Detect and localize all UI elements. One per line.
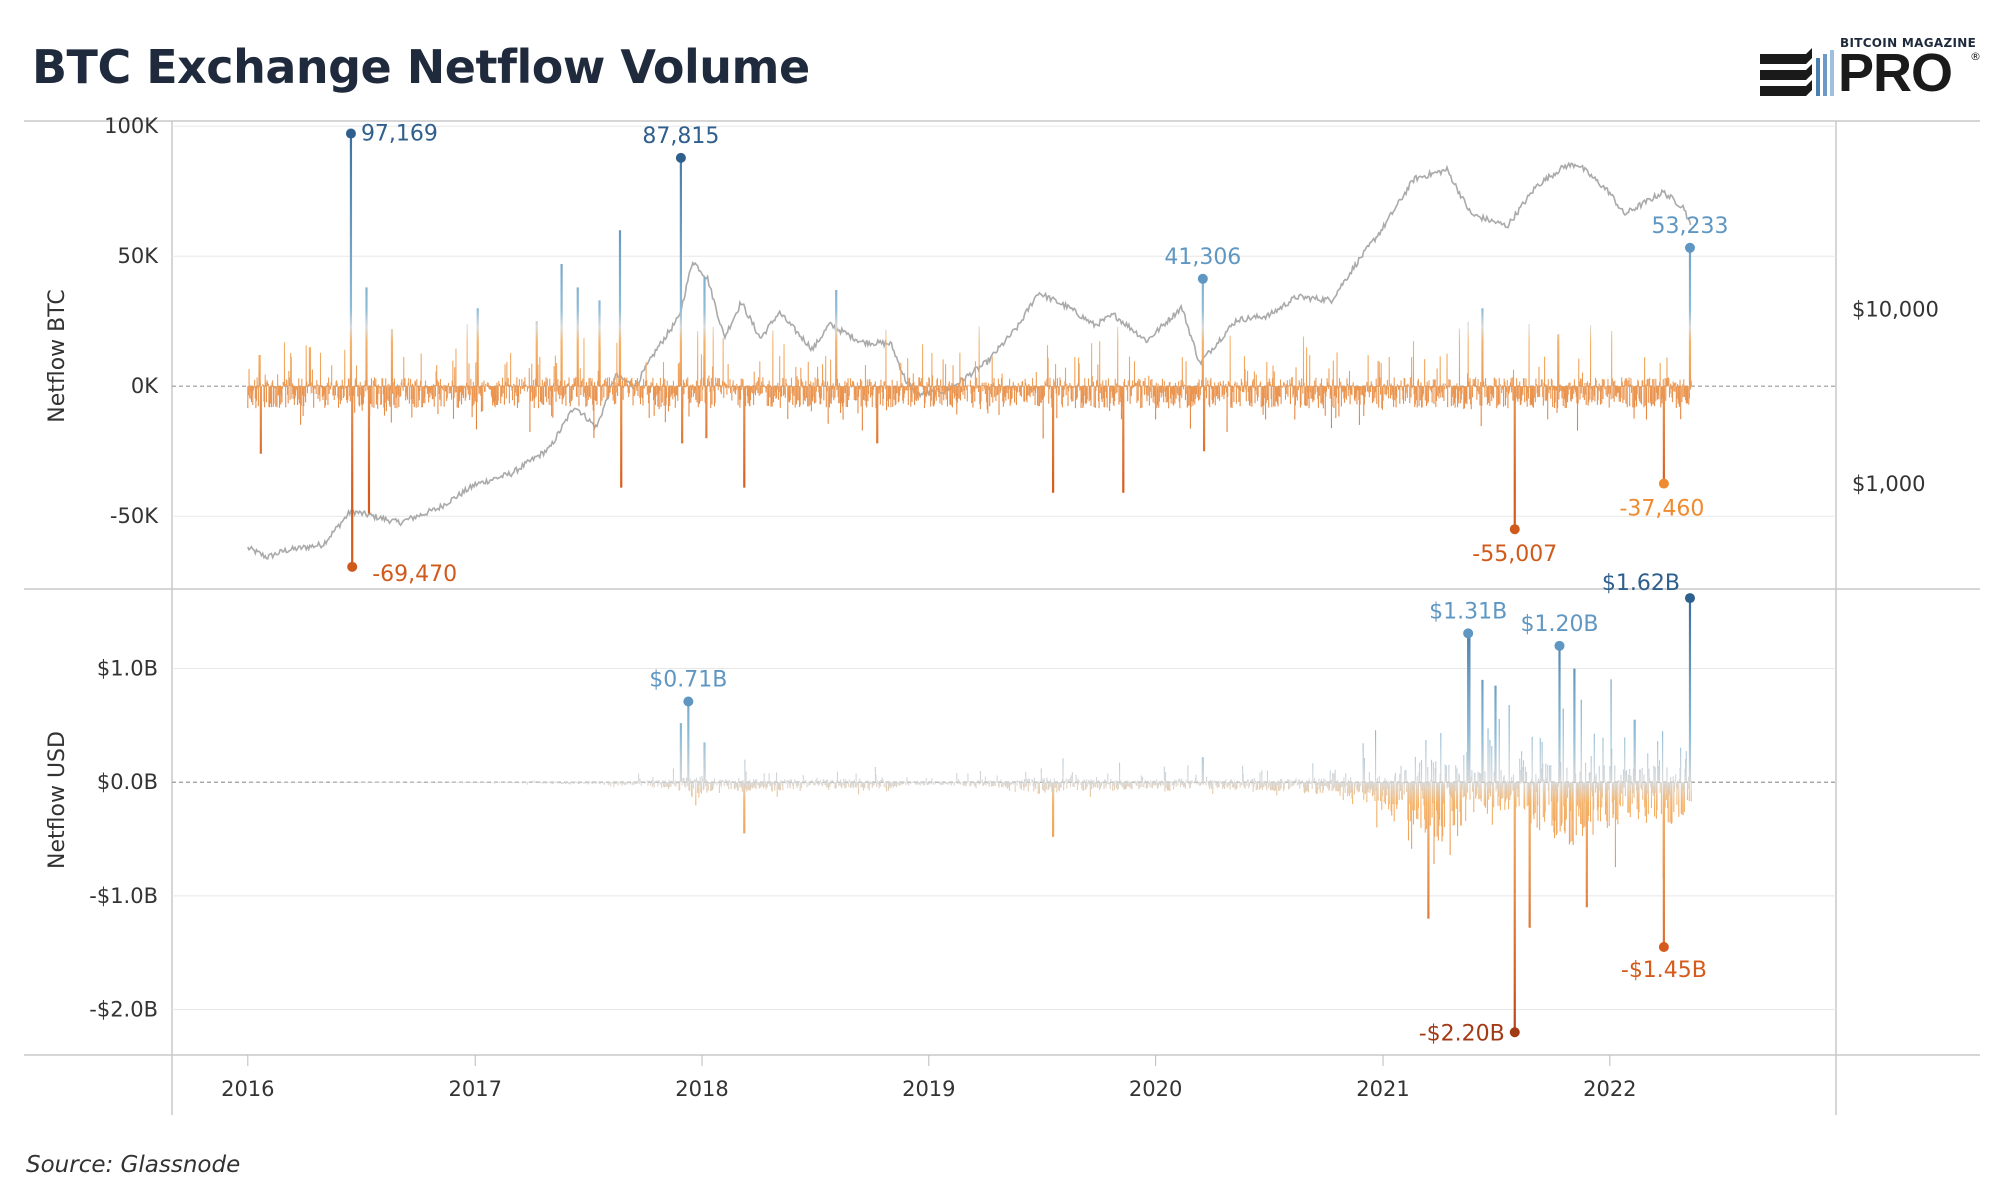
netflow-chart: 97,169 -69,470 87,815 41,306 -55,007 -37,460 5…	[24, 114, 1980, 1115]
brand-logo: BITCOIN MAGAZINE PRO ®	[1760, 36, 1982, 106]
x-tick-label: 2019	[902, 1077, 955, 1101]
btc-annotation-label: -55,007	[1472, 542, 1557, 567]
btc-annotation-label: -37,460	[1619, 497, 1704, 522]
usd-annotation-dot	[1658, 942, 1669, 953]
source-note: Source: Glassnode	[26, 1152, 241, 1178]
x-tick-label: 2021	[1356, 1077, 1409, 1101]
registered-mark: ®	[1970, 50, 1981, 63]
usd-annotation-dot	[1554, 640, 1565, 651]
btc-annotation-dot	[675, 152, 686, 163]
btc-annotation-label: 97,169	[361, 122, 438, 147]
price-axis-tick-label: $10,000	[1852, 297, 1939, 321]
price-axis-tick-label: $1,000	[1852, 472, 1925, 496]
y-axis-title-bottom: Netflow USD	[45, 731, 70, 869]
bottom-y-tick-label: -$2.0B	[89, 998, 158, 1022]
usd-annotation-dot	[683, 696, 694, 707]
x-tick-label: 2020	[1129, 1077, 1182, 1101]
usd-annotation-dot	[1684, 593, 1695, 604]
top-y-tick-label: -50K	[110, 504, 159, 528]
x-tick-label: 2017	[448, 1077, 501, 1101]
usd-annotation-label: $0.71B	[649, 668, 727, 693]
usd-annotation-label: $1.20B	[1520, 612, 1598, 637]
usd-annotation-label: $1.31B	[1429, 599, 1507, 624]
bottom-y-tick-label: $1.0B	[97, 657, 158, 681]
usd-annotation-label: $1.62B	[1602, 571, 1680, 596]
bottom-y-tick-label: -$1.0B	[89, 884, 158, 908]
x-tick-label: 2016	[221, 1077, 274, 1101]
price-line	[247, 161, 1692, 560]
top-y-tick-label: 50K	[118, 244, 160, 268]
btc-annotation-label: 53,233	[1651, 214, 1728, 239]
btc-annotation-label: 87,815	[642, 124, 719, 149]
brand-big-text: PRO	[1838, 43, 1953, 103]
page-title: BTC Exchange Netflow Volume	[32, 40, 810, 94]
btc-annotation-label: 41,306	[1164, 245, 1241, 270]
usd-annotation-label: -$1.45B	[1621, 958, 1707, 983]
x-tick-label: 2018	[675, 1077, 728, 1101]
btc-annotation-dot	[1197, 273, 1208, 284]
bottom-y-tick-label: $0.0B	[97, 770, 158, 794]
btc-annotation-dot	[345, 128, 356, 139]
x-tick-label: 2022	[1583, 1077, 1636, 1101]
usd-annotation-label: -$2.20B	[1419, 1021, 1505, 1046]
usd-annotation-dot	[1509, 1027, 1520, 1038]
btc-annotation-dot	[1684, 242, 1695, 253]
btc-annotation-dot	[1509, 524, 1520, 535]
brand-small-text: BITCOIN MAGAZINE	[1840, 36, 1977, 50]
btc-annotation-dot	[1658, 478, 1669, 489]
top-y-tick-label: 100K	[104, 114, 159, 138]
logo-stripes-icon	[1760, 48, 1834, 96]
y-axis-title-top: Netflow BTC	[45, 289, 70, 423]
btc-annotation-dot	[347, 561, 358, 572]
btc-annotation-label: -69,470	[372, 562, 457, 587]
top-y-tick-label: 0K	[131, 374, 159, 398]
usd-annotation-dot	[1463, 628, 1474, 639]
